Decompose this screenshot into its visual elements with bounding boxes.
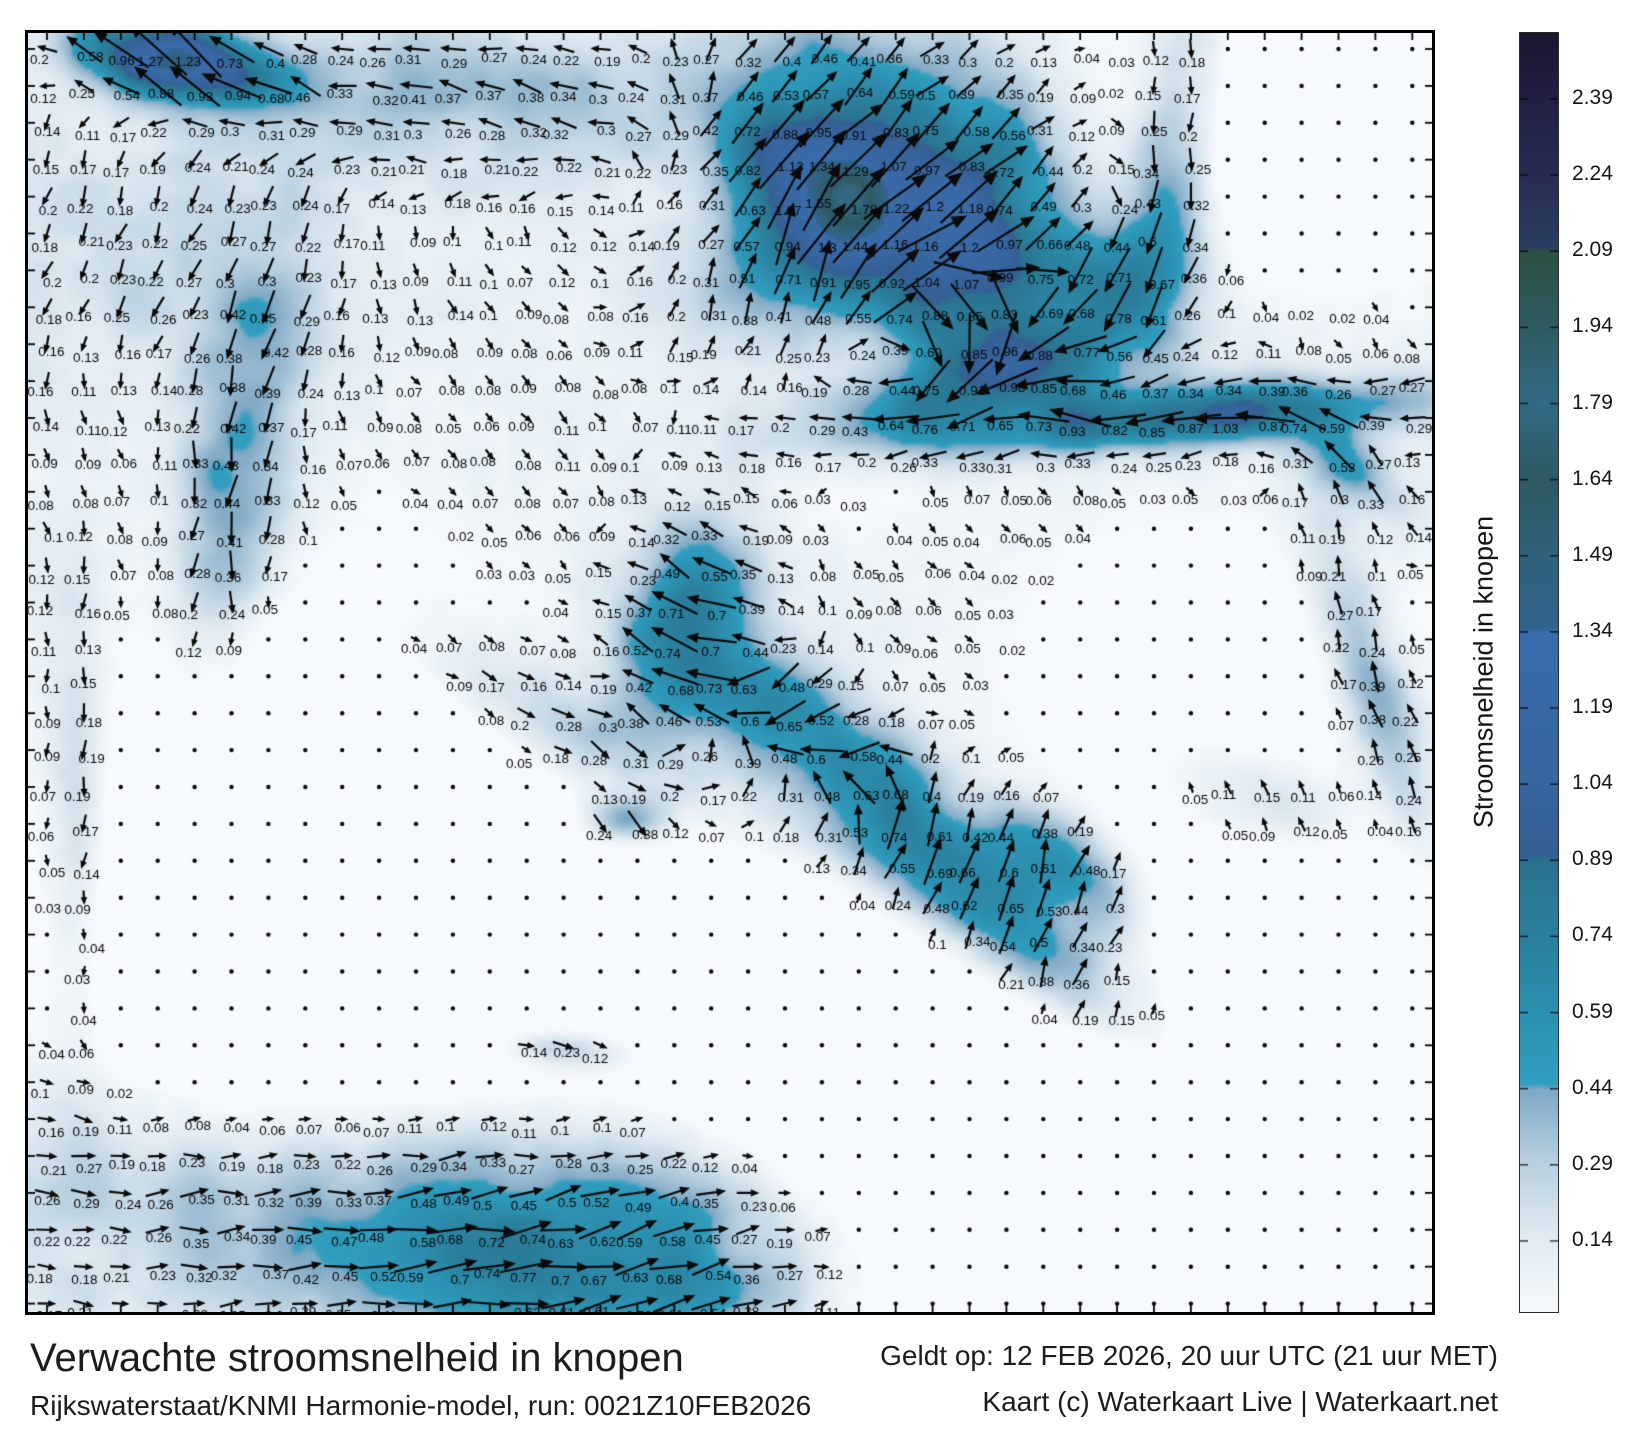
- credit-line: Kaart (c) Waterkaart Live | Waterkaart.n…: [982, 1386, 1498, 1417]
- colorbar: [1519, 32, 1559, 1313]
- colorbar-tick-label: 0.14: [1572, 1227, 1613, 1251]
- model-run-line: Rijkswaterstaat/KNMI Harmonie-model, run…: [30, 1390, 812, 1421]
- colorbar-tick-label: 0.74: [1572, 923, 1613, 947]
- colorbar-tick-label: 0.44: [1572, 1075, 1613, 1099]
- colorbar-axis-title: Stroomsnelheid in knopen: [1468, 515, 1499, 829]
- colorbar-tick-label: 2.09: [1572, 238, 1613, 262]
- colorbar-tick-label: 1.64: [1572, 466, 1613, 490]
- colorbar-tick-label: 2.24: [1572, 162, 1613, 186]
- colorbar-tick-label: 1.19: [1572, 695, 1613, 719]
- colorbar-tick-label: 1.49: [1572, 542, 1613, 566]
- colorbar-tick-label: 1.34: [1572, 618, 1613, 642]
- map-frame: [25, 30, 1435, 1315]
- colorbar-tick-label: 1.79: [1572, 390, 1613, 414]
- colorbar-tick-label: 1.94: [1572, 314, 1613, 338]
- valid-time-line: Geldt op: 12 FEB 2026, 20 uur UTC (21 uu…: [880, 1340, 1498, 1371]
- colorbar-tick-label: 0.89: [1572, 847, 1613, 871]
- colorbar-gradient-canvas: [1520, 33, 1558, 1312]
- colorbar-tick-label: 2.39: [1572, 85, 1613, 109]
- map-title: Verwachte stroomsnelheid in knopen: [30, 1336, 684, 1380]
- colorbar-tick-label: 0.29: [1572, 1151, 1613, 1175]
- colorbar-tick-label: 1.04: [1572, 771, 1613, 795]
- colorbar-tick-label: 0.59: [1572, 999, 1613, 1023]
- current-speed-map-canvas: [28, 33, 1432, 1312]
